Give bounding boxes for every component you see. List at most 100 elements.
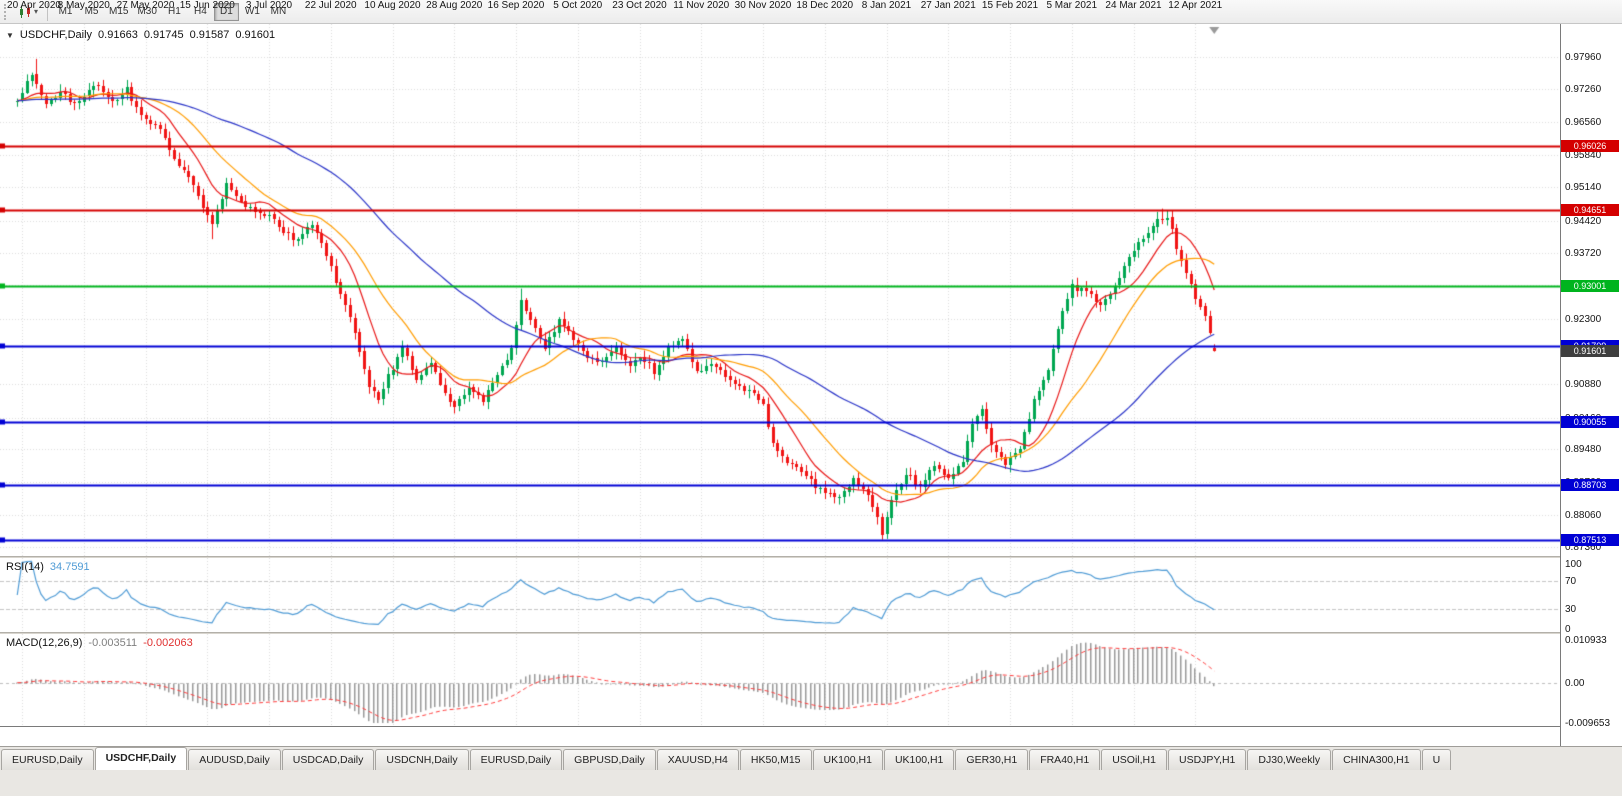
price-tick-label: 0.88060 <box>1565 509 1602 521</box>
date-tick-label: 10 Aug 2020 <box>364 0 421 11</box>
current-price-badge: 0.91601 <box>1561 344 1619 357</box>
hline-price-badge: 0.93001 <box>1561 280 1619 293</box>
rsi-value: 34.7591 <box>49 561 90 573</box>
timeframe-button-m30[interactable]: M30 <box>137 5 157 17</box>
date-tick-label: 30 Nov 2020 <box>734 0 792 11</box>
price-tick-label: 0.90880 <box>1565 379 1602 391</box>
chart-tab-usdchf-daily[interactable]: USDCHF,Daily <box>94 747 188 770</box>
macd-axis-label: 0.010933 <box>1565 635 1607 646</box>
hline-price-badge: 0.94651 <box>1561 203 1619 216</box>
chart-type-button[interactable]: ▾ <box>14 4 42 20</box>
rsi-axis-label: 30 <box>1565 603 1577 615</box>
chart-tab-dj30-weekly[interactable]: DJ30,Weekly <box>1247 749 1332 770</box>
date-tick-label: 5 Oct 2020 <box>553 0 603 11</box>
chart-tab-usdjpy-h1[interactable]: USDJPY,H1 <box>1167 749 1247 770</box>
toolbar-grip[interactable] <box>4 3 9 20</box>
dropdown-caret-icon: ▾ <box>34 6 39 16</box>
chart-tab-hk50-m15[interactable]: HK50,M15 <box>739 749 812 770</box>
chart-tab-uk100-h1[interactable]: UK100,H1 <box>883 749 955 770</box>
timeframe-button-w1[interactable]: W1 <box>244 5 260 17</box>
ohlc-close: 0.91601 <box>235 29 276 41</box>
chart-tab-usdcad-daily[interactable]: USDCAD,Daily <box>281 749 375 770</box>
date-tick-label: 3 Jul 2020 <box>245 0 293 11</box>
timeframe-buttons: M1 M5 M15 M30 H1 H4 D1 W1 MN <box>53 2 291 21</box>
panel-separator-macd[interactable] <box>0 632 1622 634</box>
date-tick-label: 16 Sep 2020 <box>487 0 545 11</box>
timeframe-button-h4[interactable]: H4 <box>194 5 207 17</box>
chart-tab-eurusd-daily[interactable]: EURUSD,Daily <box>469 749 563 770</box>
price-tick-label: 0.97260 <box>1565 84 1602 96</box>
chart-tab-xauusd-h4[interactable]: XAUUSD,H4 <box>656 749 739 770</box>
price-tick-label: 0.94420 <box>1565 215 1602 227</box>
chart-tab-u[interactable]: U <box>1421 749 1452 770</box>
timeframe-button-d1[interactable]: D1 <box>213 2 239 21</box>
macd-axis-label: 0.00 <box>1565 677 1585 689</box>
rsi-axis-label: 0 <box>1565 624 1571 635</box>
price-tick-label: 0.97960 <box>1565 52 1602 63</box>
date-tick-label: 8 May 2020 <box>57 0 110 11</box>
chart-tab-usoil-h1[interactable]: USOil,H1 <box>1101 749 1167 770</box>
chart-tab-usdcnh-daily[interactable]: USDCNH,Daily <box>375 749 469 770</box>
date-tick-label: 18 Dec 2020 <box>796 0 854 11</box>
date-tick-label: 8 Jan 2021 <box>861 0 912 11</box>
macd-title: MACD(12,26,9) -0.003511 -0.002063 <box>6 637 193 649</box>
date-tick-label: 24 Mar 2021 <box>1105 0 1162 11</box>
chart-tab-china300-h1[interactable]: CHINA300,H1 <box>1332 749 1421 770</box>
macd-label: MACD(12,26,9) <box>6 637 83 649</box>
rsi-axis-label: 100 <box>1565 559 1582 570</box>
macd-panel-canvas[interactable] <box>0 634 1560 726</box>
price-tick-label: 0.95140 <box>1565 182 1602 194</box>
rsi-label: RSI(14) <box>6 561 44 573</box>
timeframe-button-m1[interactable]: M1 <box>58 5 73 17</box>
chart-symbol-period: USDCHF,Daily <box>19 29 93 41</box>
date-tick-label: 15 Feb 2021 <box>981 0 1039 11</box>
ohlc-open: 0.91663 <box>98 29 138 41</box>
price-chart-canvas[interactable] <box>0 24 1560 556</box>
hline-price-badge: 0.90055 <box>1561 416 1619 429</box>
date-tick-label: 27 May 2020 <box>116 0 175 11</box>
timeframe-button-m5[interactable]: M5 <box>84 5 99 17</box>
chart-tab-bar: EURUSD,Daily USDCHF,Daily AUDUSD,Daily USDC… <box>0 746 1622 770</box>
price-tick-label: 0.95840 <box>1565 150 1602 161</box>
toolbar-separator <box>47 2 49 21</box>
date-tick-label: 28 Aug 2020 <box>426 0 483 11</box>
rsi-axis-label: 70 <box>1565 576 1577 588</box>
chart-tab-ger30-h1[interactable]: GER30,H1 <box>955 749 1029 770</box>
panel-separator-rsi[interactable] <box>0 556 1622 558</box>
chart-tab-fra40-h1[interactable]: FRA40,H1 <box>1029 749 1101 770</box>
price-tick-label: 0.93720 <box>1565 248 1602 260</box>
date-tick-label: 22 Jul 2020 <box>304 0 357 11</box>
rsi-panel-canvas[interactable] <box>0 558 1560 632</box>
macd-signal-value: -0.002063 <box>143 637 193 649</box>
date-tick-label: 5 Mar 2021 <box>1046 0 1098 11</box>
timeframe-button-h1[interactable]: H1 <box>168 5 181 17</box>
ohlc-high: 0.91745 <box>143 29 184 41</box>
date-axis <box>0 726 1622 746</box>
date-tick-label: 11 Nov 2020 <box>673 0 730 11</box>
bottom-filler <box>0 770 1622 796</box>
date-tick-label: 15 Jun 2020 <box>179 0 235 11</box>
timeframe-button-m15[interactable]: M15 <box>109 5 129 17</box>
chart-tab-gbpusd-daily[interactable]: GBPUSD,Daily <box>563 749 656 770</box>
date-tick-label: 20 Apr 2020 <box>7 0 61 11</box>
rsi-title: RSI(14) 34.7591 <box>6 561 90 573</box>
chart-menu-caret-icon[interactable]: ▼ <box>6 31 14 40</box>
timeframe-toolbar: ▾ M1 M5 M15 M30 H1 H4 D1 W1 MN <box>0 0 1622 24</box>
date-tick-label: 12 Apr 2021 <box>1168 0 1223 11</box>
hline-price-badge: 0.88703 <box>1561 478 1619 491</box>
price-tick-label: 0.96560 <box>1565 116 1602 128</box>
candlestick-chart-icon <box>20 4 30 18</box>
chart-tab-eurusd-daily[interactable]: EURUSD,Daily <box>1 749 94 770</box>
price-tick-label: 0.87360 <box>1565 542 1602 554</box>
macd-main-value: -0.003511 <box>88 637 138 649</box>
hline-price-badge: 0.87513 <box>1561 533 1619 546</box>
timeframe-button-mn[interactable]: MN <box>270 5 287 17</box>
price-tick-label: 0.89480 <box>1565 444 1602 456</box>
chart-tab-audusd-daily[interactable]: AUDUSD,Daily <box>188 749 281 770</box>
date-tick-label: 23 Oct 2020 <box>612 0 667 11</box>
chart-title: ▼ USDCHF,Daily 0.91663 0.91745 0.91587 0… <box>6 29 275 41</box>
chart-tab-uk100-h1[interactable]: UK100,H1 <box>812 749 883 770</box>
date-tick-label: 27 Jan 2021 <box>920 0 976 11</box>
price-tick-label: 0.92300 <box>1565 313 1602 325</box>
macd-axis-label: -0.009653 <box>1565 718 1611 729</box>
